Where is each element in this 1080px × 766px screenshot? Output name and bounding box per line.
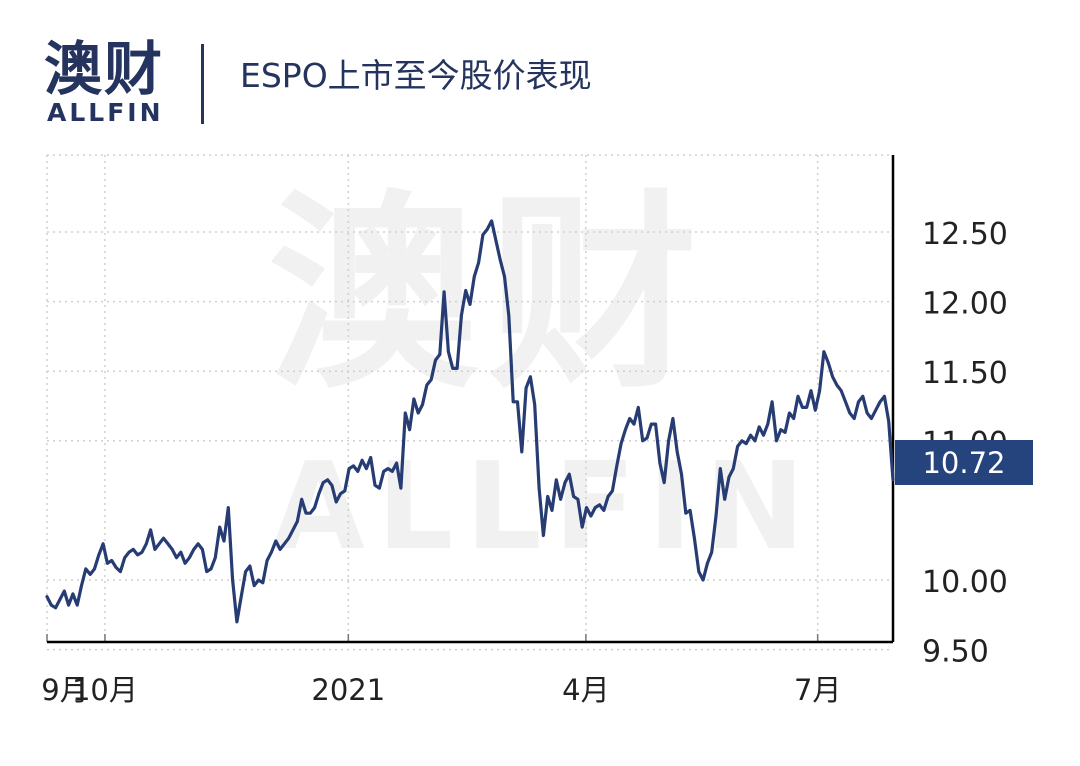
y-tick-label: 12.50 xyxy=(922,217,1008,252)
header-divider xyxy=(201,44,204,124)
x-tick-label: 4月 xyxy=(562,673,609,707)
axis-layer xyxy=(46,155,895,644)
current-price-badge: 10.72 xyxy=(895,440,1033,485)
y-tick-label: 9.50 xyxy=(922,635,989,670)
logo-en: ALLFIN xyxy=(47,98,164,127)
y-tick-label: 11.50 xyxy=(922,356,1008,391)
watermark-cn: 澳财 xyxy=(268,172,709,417)
x-tick-label: 7月 xyxy=(794,673,841,707)
price-series-line xyxy=(45,219,895,624)
y-tick-label: 12.00 xyxy=(922,287,1008,322)
tick-label-layer: 9.5010.0011.0011.5012.0012.509月10月20214月… xyxy=(41,217,1008,707)
line-layer xyxy=(45,219,895,624)
logo-cn: 澳财 xyxy=(44,35,165,103)
y-tick-label: 10.00 xyxy=(922,565,1008,600)
page-title: ESPO上市至今股价表现 xyxy=(240,56,592,95)
x-tick-label: 10月 xyxy=(72,673,138,707)
grid-layer xyxy=(46,154,893,651)
x-tick-label: 2021 xyxy=(311,673,385,707)
x-tick-label: 9月 xyxy=(41,673,88,707)
